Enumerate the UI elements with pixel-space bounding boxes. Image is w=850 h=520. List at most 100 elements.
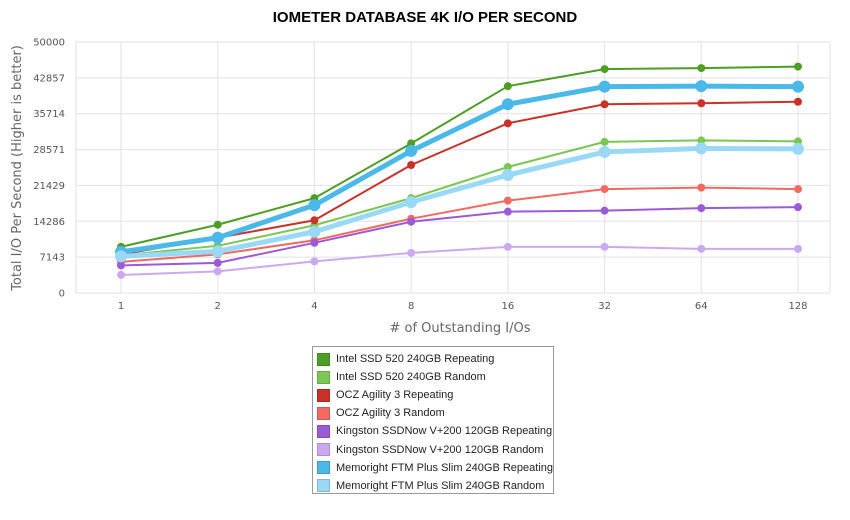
data-point bbox=[598, 80, 611, 93]
data-point bbox=[211, 231, 224, 244]
data-point bbox=[117, 270, 125, 279]
data-point bbox=[211, 245, 224, 258]
data-point bbox=[407, 160, 416, 169]
legend-swatch bbox=[317, 370, 330, 384]
data-point bbox=[405, 144, 418, 157]
y-tick-label: 7143 bbox=[40, 253, 65, 264]
x-tick-label: 32 bbox=[598, 301, 611, 312]
series-5 bbox=[117, 203, 802, 270]
data-point bbox=[310, 216, 319, 225]
legend-item[interactable]: Kingston SSDNow V+200 120GB Random bbox=[317, 440, 553, 458]
x-tick-label: 1 bbox=[118, 301, 124, 312]
series-6 bbox=[117, 242, 802, 279]
y-tick-label: 28571 bbox=[33, 145, 65, 156]
data-point bbox=[600, 100, 609, 109]
series-line bbox=[120, 100, 799, 256]
series-lines bbox=[115, 62, 804, 279]
data-point bbox=[697, 136, 706, 145]
data-point bbox=[794, 97, 802, 106]
series-7 bbox=[115, 80, 804, 258]
data-point bbox=[600, 65, 609, 74]
y-tick-label: 0 bbox=[59, 289, 65, 300]
data-point bbox=[794, 203, 802, 212]
data-point bbox=[115, 250, 127, 263]
y-tick-label: 50000 bbox=[33, 38, 65, 49]
legend-swatch bbox=[317, 443, 330, 457]
legend-label: Kingston SSDNow V+200 120GB Random bbox=[336, 443, 544, 456]
data-point bbox=[697, 244, 706, 253]
data-point bbox=[310, 238, 319, 247]
y-axis-ticks: 0 7143 14286 21429 28571 35714 42857 50000 bbox=[33, 38, 65, 300]
legend-swatch bbox=[317, 461, 330, 475]
data-point bbox=[308, 199, 321, 212]
data-point bbox=[794, 244, 802, 253]
data-point bbox=[213, 220, 222, 229]
legend: Intel SSD 520 240GB Repeating Intel SSD 5… bbox=[312, 346, 554, 494]
data-point bbox=[503, 119, 512, 128]
data-point bbox=[503, 196, 512, 205]
data-point bbox=[792, 80, 804, 93]
legend-label: Kingston SSDNow V+200 120GB Repeating bbox=[336, 425, 553, 438]
data-point bbox=[503, 207, 512, 216]
data-point bbox=[405, 196, 418, 209]
legend-label: OCZ Agility 3 Random bbox=[336, 407, 445, 420]
data-point bbox=[600, 185, 609, 194]
series-line bbox=[120, 145, 799, 259]
data-point bbox=[697, 99, 706, 108]
data-point bbox=[407, 248, 416, 257]
data-point bbox=[697, 183, 706, 192]
x-tick-label: 8 bbox=[408, 301, 414, 312]
grid-lines bbox=[75, 41, 831, 294]
data-point bbox=[695, 142, 708, 155]
legend-swatch bbox=[317, 352, 330, 366]
legend-item[interactable]: Memoright FTM Plus Slim 240GB Repeating bbox=[317, 459, 553, 477]
legend-item[interactable]: Memoright FTM Plus Slim 240GB Random bbox=[317, 477, 553, 495]
data-point bbox=[600, 137, 609, 146]
data-point bbox=[501, 98, 514, 111]
data-point bbox=[213, 267, 222, 276]
series-8 bbox=[115, 142, 804, 263]
data-point bbox=[695, 80, 708, 93]
data-point bbox=[407, 217, 416, 226]
x-tick-label: 64 bbox=[695, 301, 708, 312]
y-tick-label: 42857 bbox=[33, 73, 65, 84]
legend-label: Memoright FTM Plus Slim 240GB Random bbox=[336, 479, 545, 492]
legend-item[interactable]: Intel SSD 520 240GB Repeating bbox=[317, 350, 553, 368]
legend-item[interactable]: Intel SSD 520 240GB Random bbox=[317, 368, 553, 386]
y-tick-label: 35714 bbox=[33, 109, 65, 120]
data-point bbox=[503, 82, 512, 91]
data-point bbox=[794, 62, 802, 71]
series-line bbox=[120, 139, 799, 257]
x-tick-label: 16 bbox=[501, 301, 514, 312]
data-point bbox=[600, 242, 609, 251]
x-tick-label: 128 bbox=[788, 301, 807, 312]
legend-label: OCZ Agility 3 Repeating bbox=[336, 389, 454, 402]
x-axis-ticks: 1 2 4 8 16 32 64 128 bbox=[118, 301, 808, 312]
legend-swatch bbox=[317, 424, 330, 438]
data-point bbox=[794, 185, 802, 194]
data-point bbox=[598, 145, 611, 158]
legend-swatch bbox=[317, 406, 330, 420]
legend-item[interactable]: OCZ Agility 3 Repeating bbox=[317, 386, 553, 404]
chart-title: IOMETER DATABASE 4K I/O PER SECOND bbox=[272, 9, 578, 26]
y-tick-label: 21429 bbox=[33, 181, 65, 192]
series-line bbox=[120, 245, 798, 276]
data-point bbox=[503, 242, 512, 251]
data-point bbox=[697, 204, 706, 213]
legend-label: Memoright FTM Plus Slim 240GB Repeating bbox=[335, 461, 553, 474]
y-axis-title: Total I/O Per Second (Higher is better) bbox=[10, 45, 25, 292]
series-line bbox=[120, 83, 799, 255]
x-tick-label: 2 bbox=[215, 301, 221, 312]
data-point bbox=[697, 64, 706, 73]
data-point bbox=[503, 162, 512, 171]
legend-item[interactable]: OCZ Agility 3 Random bbox=[317, 404, 553, 422]
x-axis-title: # of Outstanding I/Os bbox=[389, 321, 530, 336]
y-tick-label: 14286 bbox=[33, 217, 65, 228]
data-point bbox=[213, 258, 222, 267]
data-point bbox=[792, 142, 804, 155]
legend-swatch bbox=[317, 479, 330, 493]
legend-item[interactable]: Kingston SSDNow V+200 120GB Repeating bbox=[317, 422, 553, 440]
data-point bbox=[117, 261, 125, 270]
series-line bbox=[120, 65, 799, 248]
